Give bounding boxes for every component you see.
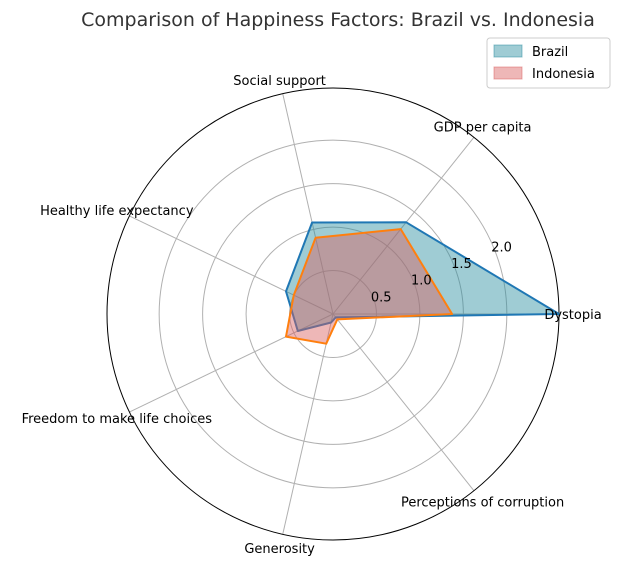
r-tick-label: 1.5 bbox=[451, 257, 472, 272]
series-area-brazil bbox=[286, 222, 559, 331]
spoke-generosity bbox=[282, 313, 334, 535]
spoke-gdp-per-capita bbox=[332, 136, 475, 315]
spoke-healthy-life-expectancy bbox=[129, 215, 334, 315]
chart-title: Comparison of Happiness Factors: Brazil … bbox=[81, 9, 595, 31]
r-tick-label: 2.0 bbox=[491, 241, 512, 256]
radar-series bbox=[285, 221, 560, 345]
axis-label-perceptions-of-corruption: Perceptions of corruption bbox=[401, 496, 564, 511]
r-tick-label: 0.5 bbox=[371, 290, 392, 305]
r-tick-label: 1.0 bbox=[411, 274, 432, 289]
legend-swatch-brazil bbox=[493, 44, 523, 58]
spoke-social-support bbox=[282, 93, 334, 315]
axis-label-freedom-to-make-life-choices: Freedom to make life choices bbox=[22, 412, 213, 427]
axis-label-generosity: Generosity bbox=[244, 542, 315, 557]
legend-label-indonesia: Indonesia bbox=[532, 67, 595, 82]
series-line-brazil bbox=[285, 221, 560, 332]
legend-label-brazil: Brazil bbox=[532, 45, 568, 60]
series-line-indonesia bbox=[285, 228, 454, 345]
legend-frame bbox=[486, 37, 611, 89]
axis-label-gdp-per-capita: GDP per capita bbox=[434, 120, 532, 135]
axis-label-dystopia: Dystopia bbox=[544, 308, 601, 323]
spoke-perceptions-of-corruption bbox=[332, 313, 475, 492]
legend: Brazil Indonesia bbox=[486, 37, 611, 89]
legend-swatch-indonesia bbox=[493, 66, 523, 80]
axis-label-healthy-life-expectancy: Healthy life expectancy bbox=[40, 204, 194, 219]
radar-labels: 0.5 1.0 1.5 2.0 Dystopia GDP per capita Social… bbox=[22, 74, 602, 557]
axis-label-social-support: Social support bbox=[233, 74, 326, 89]
